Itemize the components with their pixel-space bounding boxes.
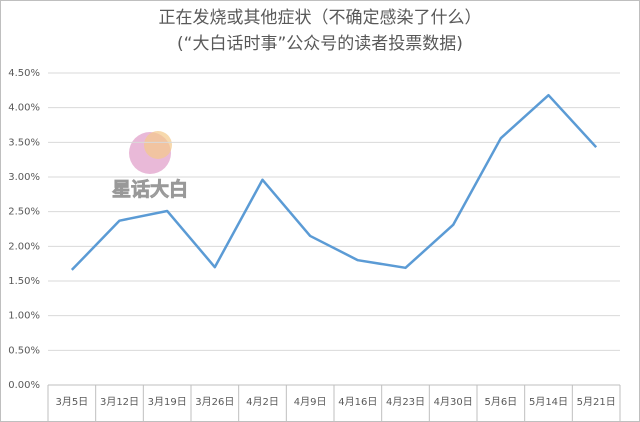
y-tick-label: 2.00%	[8, 241, 40, 252]
x-tick-label: 3月26日	[195, 396, 234, 408]
watermark: 星话大白	[112, 178, 188, 201]
x-tick-label: 5月6日	[484, 396, 517, 408]
chart-title: 正在发烧或其他症状（不确定感染了什么）	[159, 8, 482, 28]
y-tick-label: 2.50%	[8, 207, 40, 218]
x-tick-label: 4月16日	[338, 396, 377, 408]
watermark-icon-glow	[144, 131, 172, 159]
x-tick-label: 3月19日	[148, 396, 187, 408]
x-tick-label: 5月21日	[577, 396, 616, 408]
x-tick-label: 4月2日	[246, 396, 279, 408]
x-tick-label: 4月9日	[294, 396, 327, 408]
y-tick-label: 0.50%	[8, 345, 40, 356]
data-line	[70, 93, 598, 271]
x-tick-label: 5月14日	[529, 396, 568, 408]
x-tick-label: 3月5日	[55, 396, 88, 408]
y-tick-label: 0.00%	[8, 380, 40, 391]
y-tick-label: 3.50%	[8, 137, 40, 148]
x-tick-label: 4月30日	[434, 396, 473, 408]
x-tick-label: 4月23日	[386, 396, 425, 408]
y-tick-label: 1.50%	[8, 276, 40, 287]
y-tick-label: 1.00%	[8, 311, 40, 322]
chart-subtitle: (“大白话时事”公众号的读者投票数据)	[177, 34, 463, 54]
x-tick-label: 3月12日	[100, 396, 139, 408]
y-tick-label: 3.00%	[8, 172, 40, 183]
y-tick-label: 4.50%	[8, 68, 40, 79]
y-tick-label: 4.00%	[8, 103, 40, 114]
